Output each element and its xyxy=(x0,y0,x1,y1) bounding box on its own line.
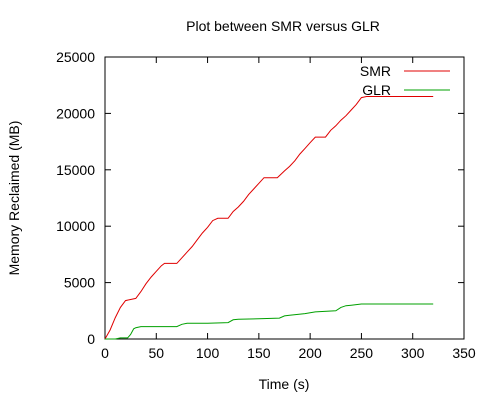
x-axis-label: Time (s) xyxy=(259,376,310,392)
x-tick-label: 50 xyxy=(148,345,164,361)
series-line-glr xyxy=(105,303,434,340)
x-tick-label: 350 xyxy=(452,345,476,361)
y-tick-label: 5000 xyxy=(64,275,95,291)
y-tick-label: 0 xyxy=(87,331,95,347)
y-tick-label: 10000 xyxy=(56,218,95,234)
x-tick-label: 300 xyxy=(401,345,425,361)
x-tick-label: 100 xyxy=(196,345,220,361)
x-tick-label: 250 xyxy=(350,345,374,361)
x-axis: 0 50 100 150 200 250 300 350 xyxy=(101,57,476,361)
legend-label-glr: GLR xyxy=(362,82,391,98)
legend-label-smr: SMR xyxy=(360,63,391,79)
chart-title: Plot between SMR versus GLR xyxy=(186,18,380,34)
y-axis-label: Memory Reclaimed (MB) xyxy=(6,121,22,276)
series-layer xyxy=(104,96,434,340)
y-tick-label: 15000 xyxy=(56,162,95,178)
plot-frame xyxy=(104,56,465,340)
series-line-smr xyxy=(104,96,434,340)
x-tick-label: 0 xyxy=(101,345,109,361)
x-tick-label: 200 xyxy=(298,345,322,361)
x-tick-label: 150 xyxy=(247,345,271,361)
y-tick-label: 20000 xyxy=(56,105,95,121)
y-axis: 0 5000 10000 15000 20000 25000 xyxy=(56,49,464,347)
legend: SMR GLR xyxy=(360,63,450,98)
y-tick-label: 25000 xyxy=(56,49,95,65)
